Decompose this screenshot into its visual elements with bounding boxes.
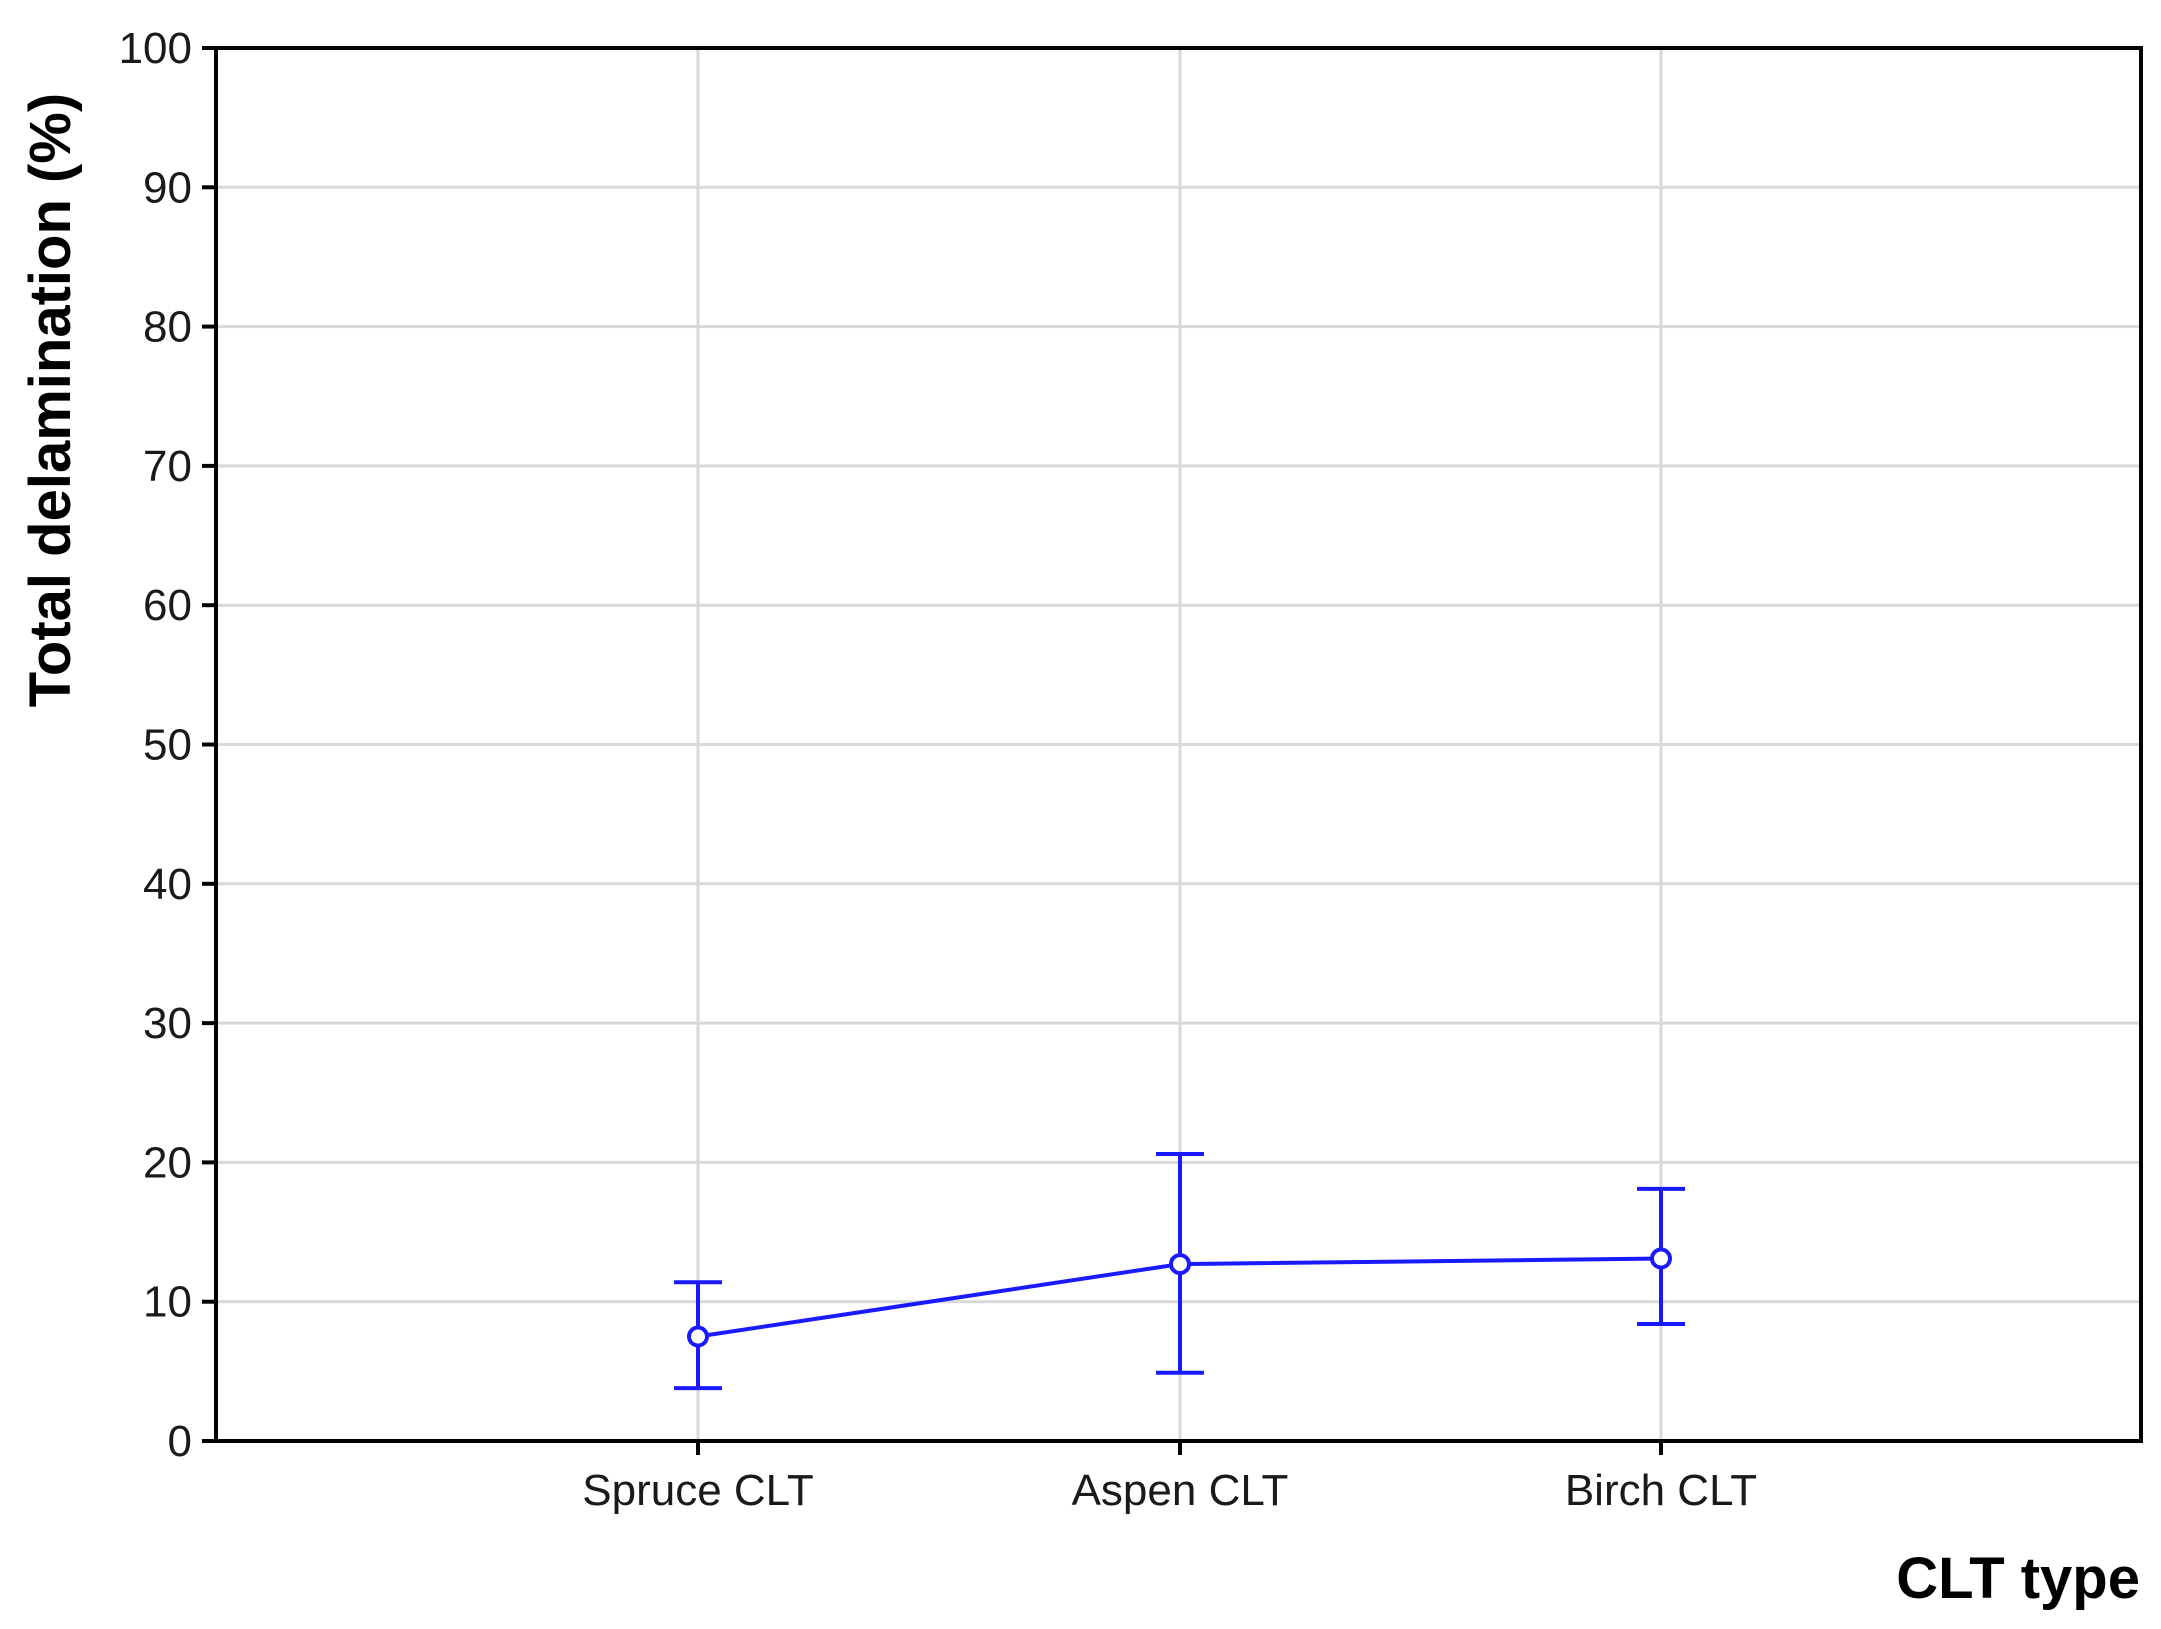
y-tick-label: 60 bbox=[143, 581, 192, 630]
y-tick-label: 0 bbox=[168, 1417, 192, 1466]
y-tick-label: 70 bbox=[143, 442, 192, 491]
y-axis-title: Total delamination (%) bbox=[18, 93, 83, 707]
y-tick-label: 50 bbox=[143, 721, 192, 770]
data-point bbox=[687, 1325, 709, 1348]
y-tick-label: 100 bbox=[119, 24, 192, 73]
y-tick-label: 30 bbox=[143, 999, 192, 1048]
grid bbox=[216, 48, 2141, 1441]
x-tick-label: Birch CLT bbox=[1565, 1466, 1757, 1515]
y-tick-label: 10 bbox=[143, 1278, 192, 1327]
data-point bbox=[1650, 1247, 1672, 1270]
x-axis-title: CLT type bbox=[1896, 1546, 2140, 1611]
y-tick-label: 80 bbox=[143, 303, 192, 352]
axis-ticks: 0 10 20 30 40 50 60 70 80 90 100 Spruce CLT Aspen CL… bbox=[119, 24, 1758, 1515]
y-tick-label: 20 bbox=[143, 1138, 192, 1187]
y-tick-label: 90 bbox=[143, 163, 192, 212]
x-tick-label: Aspen CLT bbox=[1072, 1466, 1289, 1515]
x-tick-label: Spruce CLT bbox=[582, 1466, 814, 1515]
y-tick-label: 40 bbox=[143, 860, 192, 909]
series bbox=[674, 1152, 1685, 1391]
data-point bbox=[1169, 1253, 1191, 1276]
